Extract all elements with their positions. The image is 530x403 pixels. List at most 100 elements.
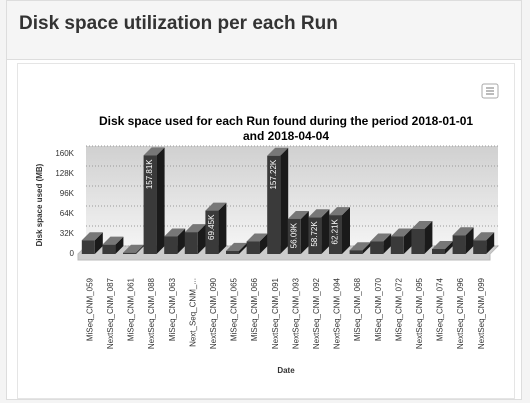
x-tick-label: NextSeq_CNM_090 (209, 277, 218, 349)
bar-top (370, 233, 392, 242)
bar (123, 244, 144, 254)
bar-side (136, 244, 144, 254)
bar (287, 210, 309, 254)
x-tick-label: NextSeq_CNM_091 (271, 277, 280, 349)
y-tick-label: 0 (70, 249, 75, 258)
bar (370, 233, 392, 254)
bar-side (280, 147, 289, 254)
bar-side (465, 227, 474, 254)
bar-top (102, 236, 124, 245)
bar-front (452, 235, 466, 254)
chart-title: Disk space used for each Run found durin… (99, 114, 473, 128)
bar-front (81, 240, 95, 254)
chart-title: and 2018-04-04 (243, 129, 329, 143)
data-label: 62.21K (331, 218, 340, 244)
x-tick-label: MiSeq_CNM_065 (230, 277, 239, 341)
data-label: 157.22K (269, 159, 278, 189)
bar-front (184, 232, 198, 254)
x-axis-title: Date (277, 366, 295, 375)
bar-top (432, 241, 453, 249)
bar-side (342, 207, 350, 254)
bar-top (164, 228, 186, 237)
bar-top (390, 228, 412, 237)
bar-side (218, 202, 227, 254)
data-label: 69.45K (207, 214, 216, 240)
bar-top (143, 147, 165, 156)
bar-front (102, 244, 116, 254)
menu-button[interactable] (481, 83, 499, 99)
x-tick-label: MiSeq_CNM_074 (436, 277, 445, 341)
bar (246, 233, 268, 254)
bar (184, 224, 206, 254)
data-label: 56.09K (289, 222, 298, 248)
bar-top (184, 224, 206, 233)
bar (473, 232, 495, 254)
bar-front (390, 236, 404, 254)
bar-top (267, 147, 289, 156)
bar-front (329, 215, 342, 254)
x-tick-label: NextSeq_CNM_092 (312, 277, 321, 349)
x-tick-label: NextSeq_CNM_094 (333, 277, 342, 349)
bar-top (123, 244, 144, 253)
y-tick-label: 128K (55, 169, 74, 178)
x-tick-label: MiSeq_CNM_068 (353, 277, 362, 341)
bar-front (287, 218, 301, 254)
bar-front (432, 249, 445, 254)
y-tick-label: 160K (55, 149, 74, 158)
bar-front (349, 250, 363, 254)
bar-top (329, 207, 350, 216)
bar (226, 242, 247, 254)
bar (329, 207, 350, 254)
bar-side (94, 232, 103, 254)
bar-front (143, 155, 157, 254)
y-tick-label: 32K (60, 229, 75, 238)
data-label: 58.72K (310, 221, 319, 247)
bar-top (81, 232, 103, 241)
bar-top (287, 210, 309, 219)
y-tick-label: 96K (60, 189, 75, 198)
bar-top (473, 232, 495, 241)
bar-top (411, 221, 433, 229)
x-tick-label: NextSeq_CNM_095 (415, 277, 424, 349)
bar (267, 147, 289, 254)
bar (81, 232, 103, 254)
x-tick-label: NextSeq_CNM_096 (456, 277, 465, 349)
bar-side (445, 241, 453, 254)
data-label: 157.81K (145, 159, 154, 189)
bar-front (308, 217, 322, 254)
bar (432, 241, 453, 254)
bar-top (349, 242, 371, 251)
bar-side (486, 232, 495, 254)
bar (164, 228, 186, 254)
x-tick-label: MiSeq_CNM_066 (250, 277, 259, 341)
x-tick-label: MiSeq_CNM_061 (127, 277, 136, 341)
bar-front (205, 210, 219, 254)
bar-side (321, 209, 330, 254)
panel-title: Disk space utilization per each Run (19, 13, 338, 34)
bar-side (362, 242, 371, 254)
x-tick-label: Next_Seq_CNM_... (188, 278, 197, 347)
bar-front (411, 229, 425, 254)
x-tick-label: MiSeq_CNM_063 (168, 277, 177, 341)
bar-top (205, 202, 227, 211)
bar-front (370, 241, 384, 254)
bar-side (403, 228, 412, 254)
bar-front (123, 252, 136, 254)
x-tick-label: MiSeq_CNM_059 (85, 277, 94, 341)
bar (143, 147, 165, 254)
bar-side (239, 242, 247, 254)
chart-panel (17, 63, 515, 399)
bar (452, 227, 474, 254)
bar (411, 221, 433, 254)
bar (205, 202, 227, 254)
bar-front (246, 241, 260, 254)
bar-side (115, 236, 124, 254)
x-tick-label: NextSeq_CNM_093 (291, 277, 300, 349)
plot-back (86, 146, 498, 246)
x-tick-label: MiSeq_CNM_072 (394, 277, 403, 341)
bar-side (197, 224, 206, 254)
bar-side (424, 221, 433, 254)
bar-front (267, 155, 281, 254)
x-tick-label: NextSeq_CNM_099 (477, 277, 486, 349)
x-tick-label: NextSeq_CNM_088 (147, 277, 156, 349)
